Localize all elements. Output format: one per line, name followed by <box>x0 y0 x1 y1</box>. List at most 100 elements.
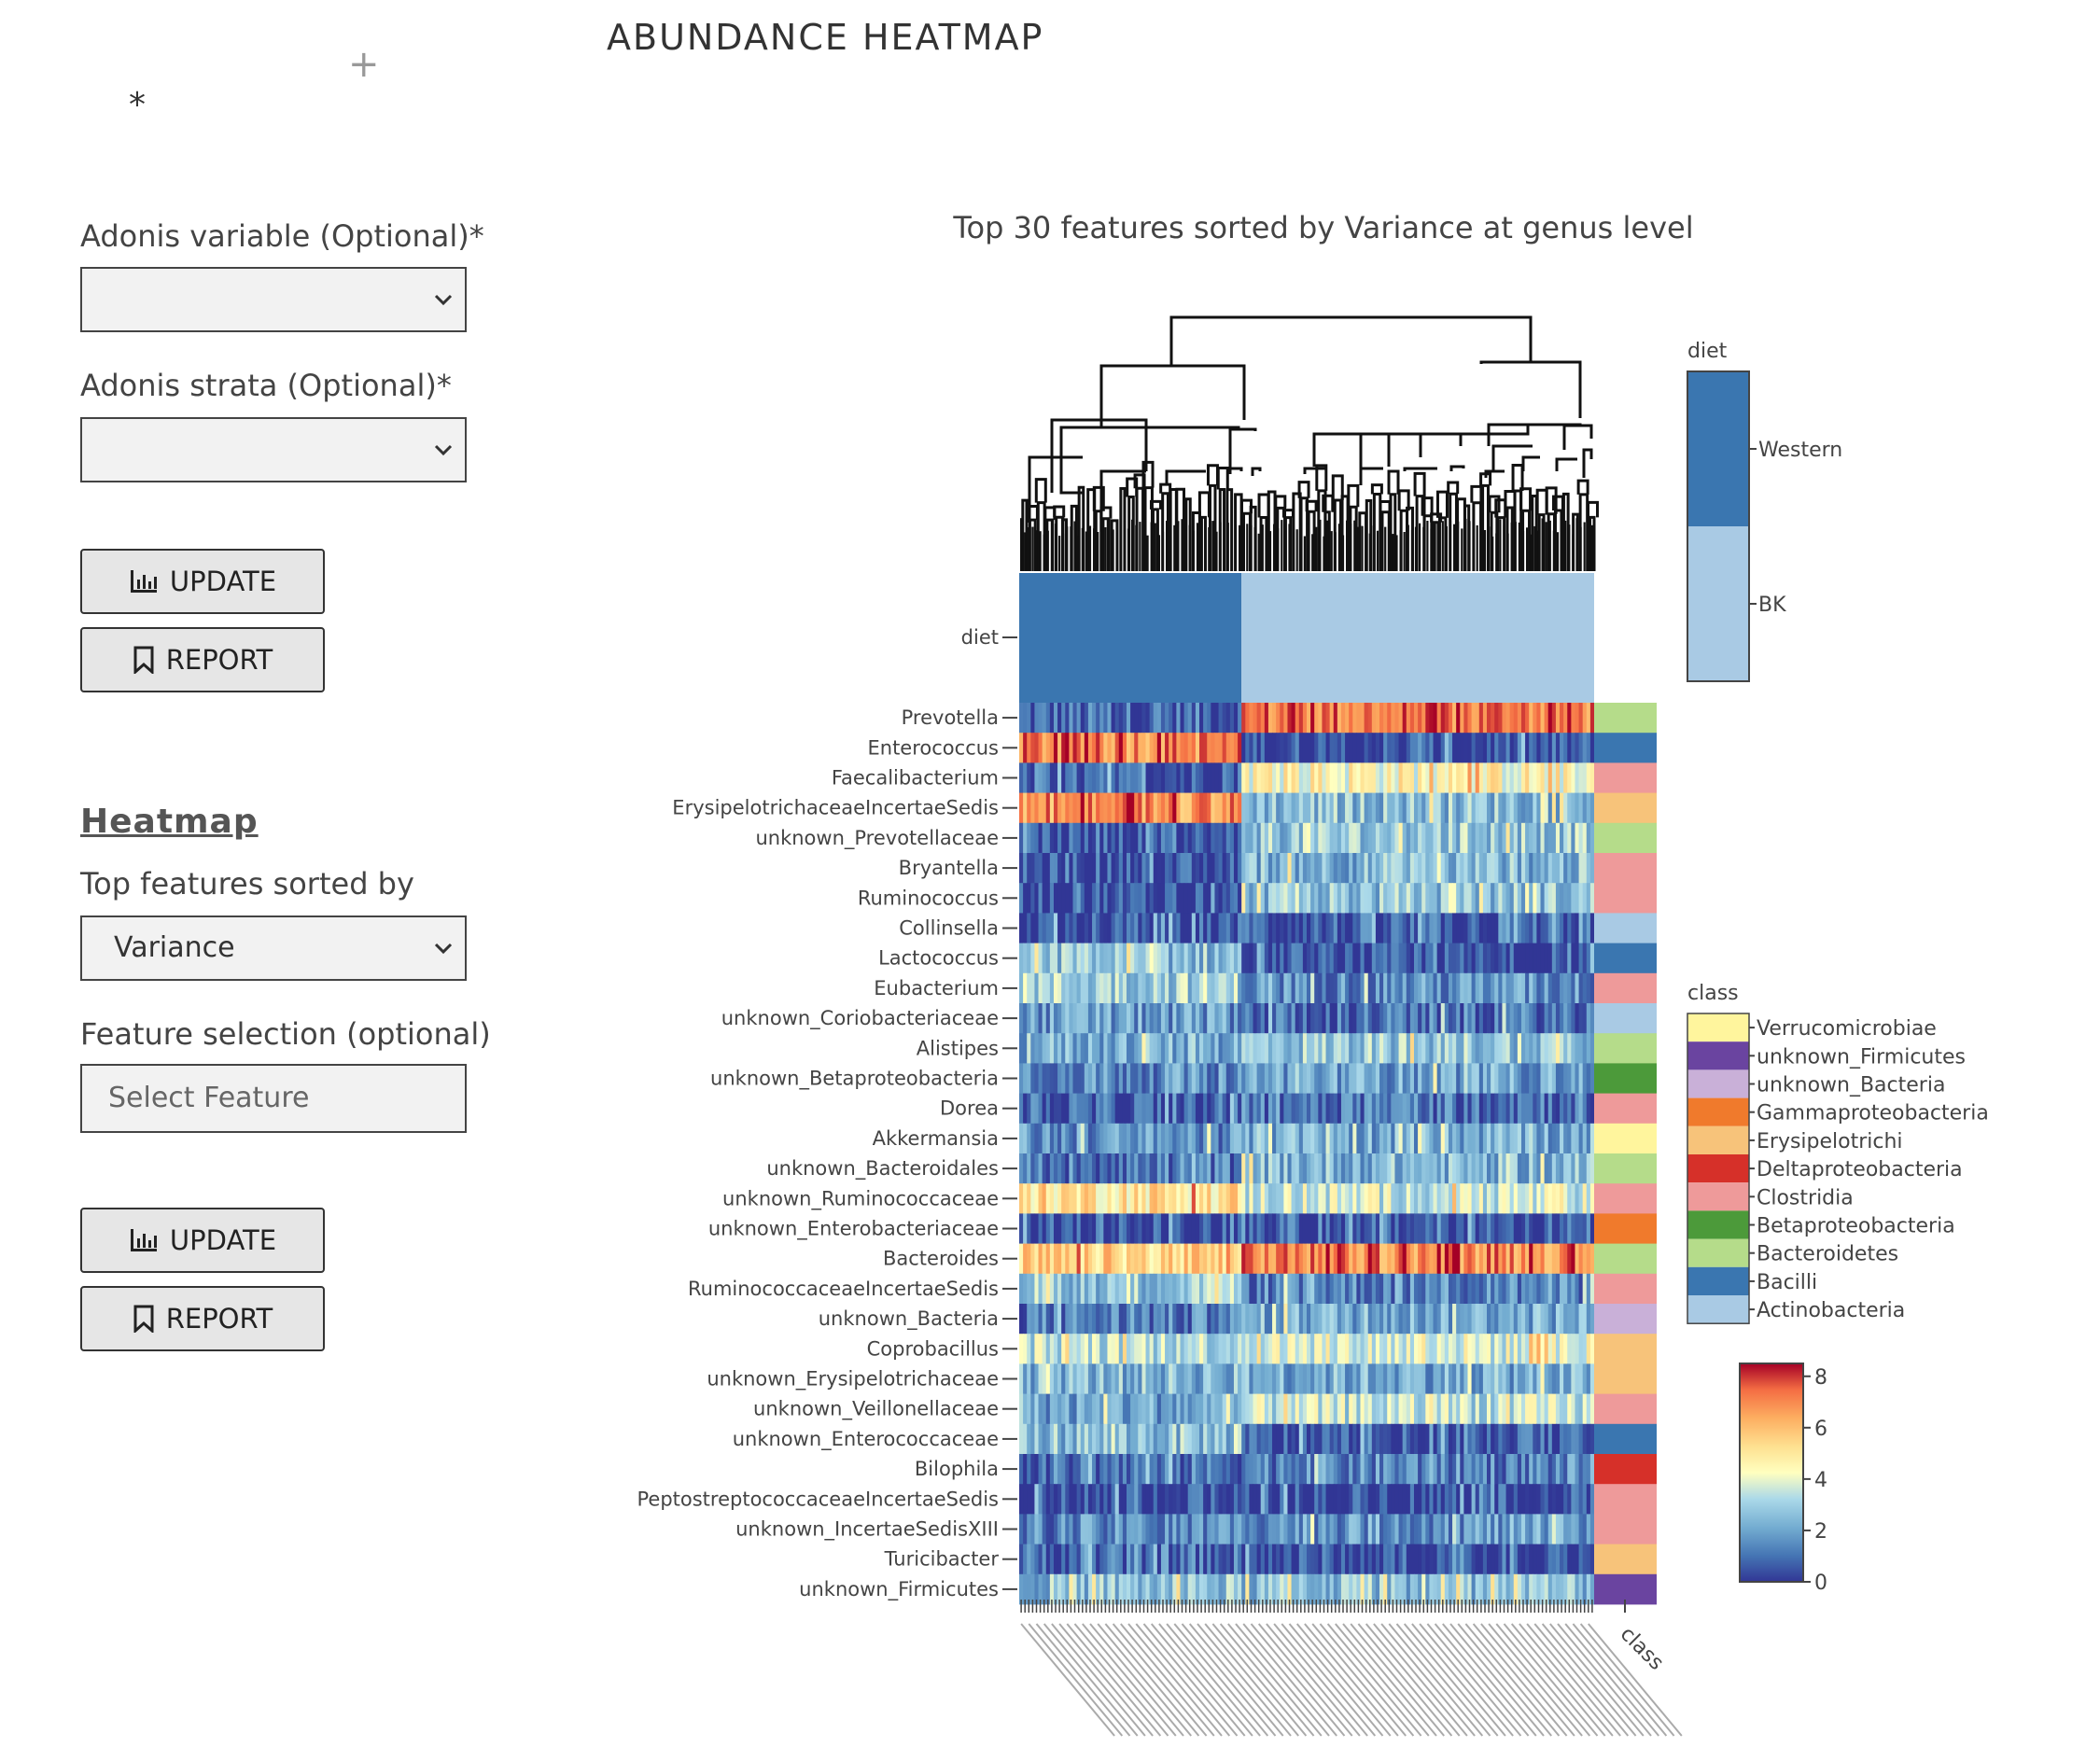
heatmap-cell <box>1057 913 1062 943</box>
heatmap-cell <box>1525 792 1530 824</box>
heatmap-cell <box>1241 792 1246 824</box>
heatmap-cell <box>1114 1153 1120 1184</box>
heatmap-cell <box>1517 1093 1522 1125</box>
heatmap-cell <box>1460 1573 1464 1605</box>
report-button[interactable]: REPORT <box>80 627 325 692</box>
dendrogram-link <box>1257 493 1270 518</box>
heatmap-cell <box>1505 1393 1511 1425</box>
heatmap-cell <box>1260 1033 1266 1064</box>
heatmap-cell <box>1069 972 1074 1004</box>
heatmap-cell <box>1555 762 1561 793</box>
heatmap-cell <box>1160 762 1166 793</box>
heatmap-cell <box>1272 1093 1277 1125</box>
heatmap-cell <box>1567 792 1572 824</box>
heatmap-cell <box>1103 1454 1109 1485</box>
heatmap-cell <box>1322 1544 1327 1575</box>
heatmap-cell <box>1260 913 1266 943</box>
heatmap-cell <box>1069 1273 1074 1305</box>
heatmap-cell <box>1126 1484 1131 1515</box>
heatmap-cell <box>1042 1093 1047 1125</box>
heatmap-cell <box>1042 883 1047 914</box>
report-button-heatmap[interactable]: REPORT <box>80 1286 325 1351</box>
heatmap-cell <box>1433 762 1438 793</box>
heatmap-cell <box>1563 1304 1568 1335</box>
heatmap-cell <box>1156 1514 1162 1544</box>
heatmap-cell <box>1160 972 1166 1004</box>
heatmap-cell <box>1413 1003 1419 1034</box>
heatmap-cell <box>1555 1273 1561 1305</box>
heatmap-cell <box>1402 1123 1407 1154</box>
heatmap-cell <box>1072 1243 1078 1275</box>
heatmap-cell <box>1307 1484 1311 1515</box>
heatmap-cell <box>1214 1363 1220 1394</box>
heatmap-cell <box>1030 1063 1036 1094</box>
heatmap-cell <box>1084 1423 1089 1455</box>
heatmap-cell <box>1023 1423 1028 1455</box>
heatmap-cell <box>1069 1304 1074 1335</box>
heatmap-cell <box>1156 1423 1162 1455</box>
heatmap-cell <box>1467 1093 1473 1125</box>
chevron-down-icon <box>433 419 454 504</box>
heatmap-cell <box>1329 1393 1335 1425</box>
heatmap-cell <box>1280 792 1284 824</box>
adonis-strata-select[interactable] <box>80 417 467 482</box>
heatmap-cell <box>1229 822 1235 854</box>
heatmap-cell <box>1169 913 1173 943</box>
heatmap-cell <box>1280 1183 1284 1214</box>
heatmap-cell <box>1578 853 1584 884</box>
heatmap-cell <box>1429 733 1435 763</box>
heatmap-cell <box>1418 1273 1422 1305</box>
heatmap-cell <box>1547 1544 1553 1575</box>
heatmap-cell <box>1160 1003 1166 1034</box>
update-button[interactable]: UPDATE <box>80 549 325 614</box>
heatmap-cell <box>1180 1093 1185 1125</box>
column-label-smear <box>1066 1623 1162 1737</box>
heatmap-cell <box>1575 822 1580 854</box>
heatmap-cell <box>1367 1183 1373 1214</box>
feature-select-input[interactable]: Select Feature <box>80 1064 467 1133</box>
heatmap-cell <box>1418 972 1422 1004</box>
heatmap-cell <box>1118 792 1124 824</box>
heatmap-cell <box>1494 1183 1499 1214</box>
heatmap-cell <box>1529 703 1533 734</box>
heatmap-cell <box>1218 853 1224 884</box>
heatmap-cell <box>1283 1273 1289 1305</box>
heatmap-cell <box>1333 1123 1338 1154</box>
heatmap-cell <box>1475 1153 1480 1184</box>
heatmap-cell <box>1072 733 1078 763</box>
heatmap-cell <box>1333 1454 1338 1485</box>
heatmap-cell <box>1114 1484 1120 1515</box>
heatmap-cell <box>1195 972 1200 1004</box>
heatmap-cell <box>1429 703 1435 734</box>
heatmap-cell <box>1149 913 1155 943</box>
heatmap-cell <box>1207 1573 1211 1605</box>
heatmap-cell <box>1214 1484 1220 1515</box>
heatmap-cell <box>1544 703 1549 734</box>
dendrogram-link <box>1034 478 1047 503</box>
heatmap-cell <box>1494 943 1499 974</box>
plus-icon[interactable]: + <box>348 43 380 86</box>
heatmap-cell <box>1096 762 1100 793</box>
heatmap-cell <box>1436 1063 1442 1094</box>
heatmap-cell <box>1575 943 1580 974</box>
update-button-heatmap[interactable]: UPDATE <box>80 1208 325 1273</box>
heatmap-cell <box>1218 1573 1224 1605</box>
heatmap-cell <box>1310 1423 1315 1455</box>
heatmap-cell <box>1169 1304 1173 1335</box>
sort-select[interactable]: Variance <box>80 915 467 981</box>
heatmap-cell <box>1229 1003 1235 1034</box>
heatmap-cell <box>1444 1123 1449 1154</box>
heatmap-cell <box>1118 1304 1124 1335</box>
heatmap-cell <box>1487 1063 1491 1094</box>
heatmap-cell <box>1099 1393 1104 1425</box>
heatmap-cell <box>1540 1544 1546 1575</box>
heatmap-cell <box>1547 1363 1553 1394</box>
heatmap-cell <box>1391 792 1396 824</box>
adonis-variable-select[interactable] <box>80 267 467 332</box>
heatmap-cell <box>1491 703 1495 734</box>
heatmap-cell <box>1402 1334 1407 1364</box>
heatmap-cell <box>1134 1063 1139 1094</box>
heatmap-cell <box>1211 792 1216 824</box>
heatmap-cell <box>1114 762 1120 793</box>
dendrogram-link <box>1488 495 1501 513</box>
